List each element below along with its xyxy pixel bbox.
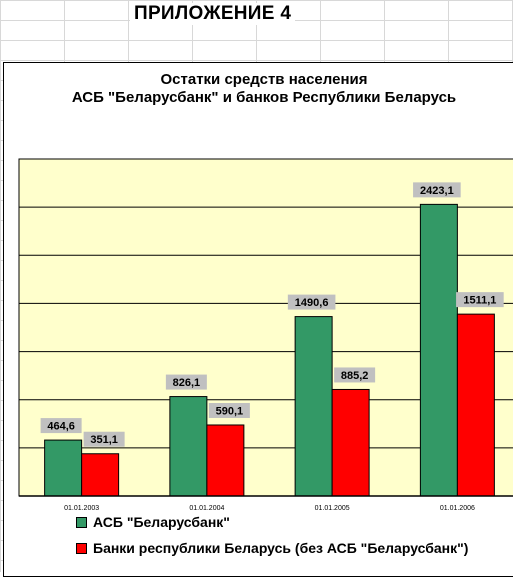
bar-series-2 [331,388,370,497]
data-label-bg [165,374,207,390]
bar-series-1 [294,316,333,497]
bar-series-2 [206,424,245,497]
chart-legend: АСБ "Беларусбанк" Банки республики Белар… [76,509,513,561]
data-label: 885,2 [341,370,369,382]
chart-title-line-2: АСБ "Беларусбанк" и банков Республики Бе… [71,89,457,106]
bar-chart: 464,6 351,1 01.01.2003 826,1 590,1 01.01.2004… [18,158,513,512]
data-label-bg [456,292,504,308]
legend-label-series-1: АСБ "Беларусбанк" [93,514,230,530]
appendix-heading: ПРИЛОЖЕНИЕ 4 [130,3,296,25]
data-label: 1511,1 [463,295,496,307]
x-tick-label: 01.01.2006 [440,505,475,512]
legend-item-series-1: АСБ "Беларусбанк" [76,509,513,535]
chart-title-line-1: Остатки средств населения [160,71,368,88]
bar-series-1 [169,396,208,497]
data-label: 590,1 [216,405,244,417]
data-label-bg [413,182,461,198]
data-label-bg [83,431,125,447]
data-label: 2423,1 [420,185,454,197]
chart-title: Остатки средств населения АСБ "Беларусба… [44,71,484,107]
data-label-bg [40,418,82,434]
data-label: 351,1 [90,434,118,446]
chart-container[interactable]: Остатки средств населения АСБ "Беларусба… [3,62,513,577]
data-label-bg [208,402,250,418]
data-label: 464,6 [47,421,75,433]
legend-item-series-2: Банки республики Беларусь (без АСБ "Бела… [76,535,513,561]
bar-series-1 [44,439,83,497]
legend-swatch-series-1 [76,516,87,528]
data-label-bg [287,294,336,310]
legend-swatch-series-2 [76,542,87,554]
x-tick-label: 01.01.2005 [315,505,350,512]
x-tick-label: 01.01.2003 [64,505,99,512]
x-tick-label: 01.01.2004 [189,505,224,512]
bar-series-1 [419,203,458,497]
bar-series-2 [81,453,120,497]
data-label: 826,1 [173,377,201,389]
bar-series-2 [456,313,495,497]
legend-label-series-2: Банки республики Беларусь (без АСБ "Бела… [93,540,469,556]
data-label: 1490,6 [295,297,329,309]
data-label-bg [334,367,376,383]
